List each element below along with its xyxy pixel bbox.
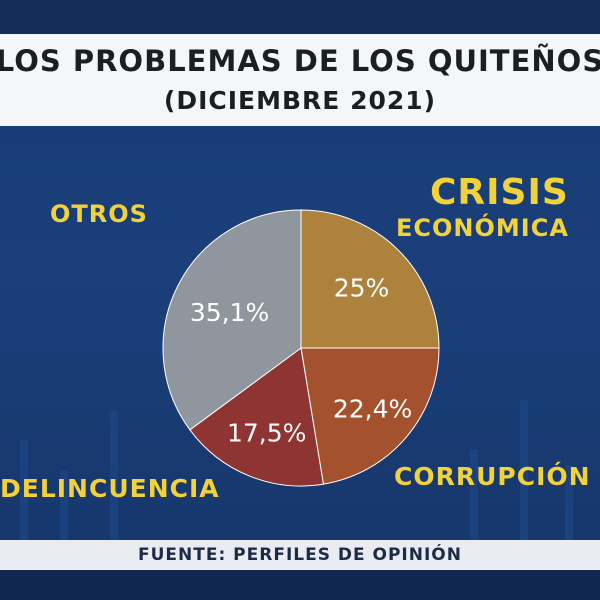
background-bar: [20, 440, 28, 560]
label-economica: ECONÓMICA: [396, 214, 569, 242]
chart-subtitle: (DICIEMBRE 2021): [163, 86, 437, 115]
bottom-strip: [0, 570, 600, 600]
slice-value-otros: 35,1%: [190, 298, 269, 327]
pie-slice-corrupcion: [300, 347, 440, 485]
label-corrupcion: CORRUPCIÓN: [394, 462, 591, 491]
background-bar: [565, 465, 573, 560]
background-bar: [110, 410, 118, 560]
source-text: FUENTE: PERFILES DE OPINIÓN: [137, 545, 462, 565]
background-bar: [520, 400, 528, 560]
pie-slice-delincuencia: [189, 347, 325, 487]
source-box: FUENTE: PERFILES DE OPINIÓN: [0, 540, 600, 570]
slice-value-crisis-economica: 25%: [334, 273, 390, 302]
label-crisis: CRISIS: [430, 172, 569, 213]
pie-slice-crisis-economica: [300, 209, 440, 349]
top-strip: [0, 0, 600, 34]
pie-slice-otros: [162, 209, 302, 431]
background-bar: [470, 450, 478, 560]
chart-title: LOS PROBLEMAS DE LOS QUITEÑOS: [0, 44, 600, 78]
title-box: LOS PROBLEMAS DE LOS QUITEÑOS (DICIEMBRE…: [0, 34, 600, 126]
label-delincuencia: DELINCUENCIA: [0, 474, 220, 503]
slice-value-corrupcion: 22,4%: [333, 395, 412, 424]
slice-value-delincuencia: 17,5%: [227, 418, 306, 447]
background-bar: [60, 470, 68, 560]
label-otros: OTROS: [50, 200, 148, 228]
